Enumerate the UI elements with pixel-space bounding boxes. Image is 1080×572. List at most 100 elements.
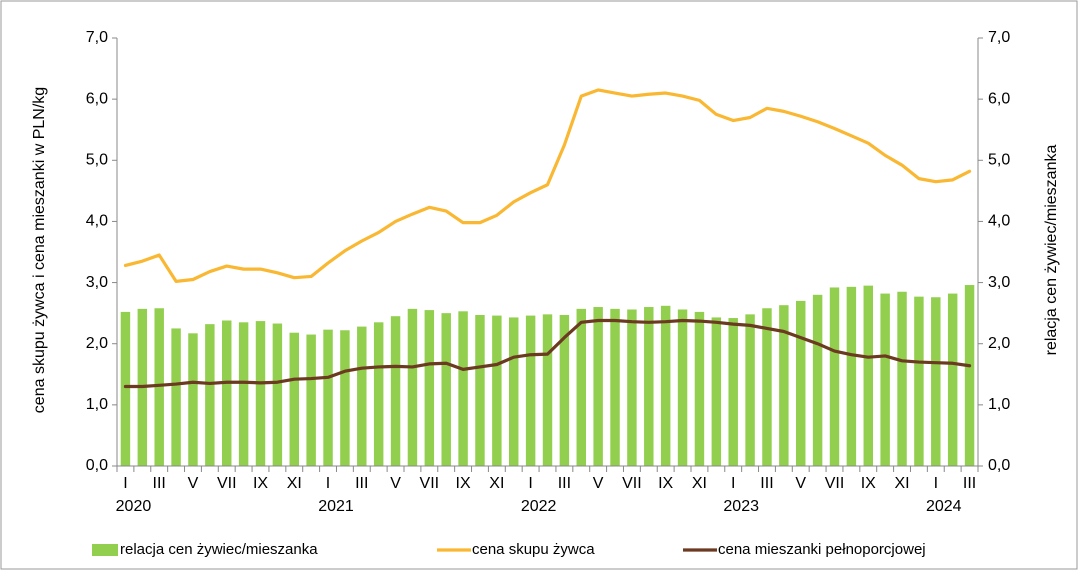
bar xyxy=(289,332,299,466)
bar xyxy=(357,326,367,466)
y2-tick-label: 3,0 xyxy=(988,274,1010,291)
x-tick-label: XI xyxy=(489,475,504,492)
bar xyxy=(610,308,620,466)
y2-tick-label: 6,0 xyxy=(988,90,1010,107)
bar xyxy=(373,322,384,466)
legend-label: relacja cen żywiec/mieszanka xyxy=(120,541,318,558)
bar xyxy=(171,328,181,466)
bar xyxy=(947,293,958,466)
bar xyxy=(593,307,603,466)
x-tick-label: I xyxy=(326,475,330,492)
bar xyxy=(323,329,333,466)
year-label: 2020 xyxy=(116,498,152,515)
bar xyxy=(509,317,519,466)
x-tick-label: IX xyxy=(253,475,268,492)
year-label: 2022 xyxy=(521,498,557,515)
x-tick-label: V xyxy=(795,475,806,492)
bar xyxy=(762,308,772,466)
bar xyxy=(542,314,553,466)
x-tick-label: XI xyxy=(287,475,302,492)
bar xyxy=(205,324,215,466)
x-tick-label: III xyxy=(153,475,166,492)
x-tick-label: I xyxy=(934,475,938,492)
y-tick-label: 5,0 xyxy=(86,152,108,169)
x-tick-label: IX xyxy=(658,475,673,492)
bar xyxy=(711,317,722,466)
y2-tick-label: 5,0 xyxy=(988,152,1010,169)
x-tick-label: V xyxy=(188,475,199,492)
bar xyxy=(627,309,637,466)
line xyxy=(123,88,972,283)
bar xyxy=(863,285,873,466)
bar xyxy=(576,308,586,466)
legend-swatch xyxy=(92,544,118,556)
y-tick-label: 2,0 xyxy=(86,335,108,352)
x-tick-label: IX xyxy=(861,475,876,492)
bar xyxy=(222,320,232,466)
bar xyxy=(340,330,350,466)
y-tick-label: 3,0 xyxy=(86,274,108,291)
x-tick-label: XI xyxy=(692,475,707,492)
year-label: 2021 xyxy=(318,498,354,515)
bar xyxy=(694,311,705,466)
y-tick-label: 1,0 xyxy=(86,396,108,413)
bar xyxy=(964,285,975,466)
y2-tick-label: 7,0 xyxy=(988,29,1010,46)
bar xyxy=(407,308,418,466)
y-tick-label: 6,0 xyxy=(86,90,108,107)
bar xyxy=(897,291,907,466)
x-tick-label: V xyxy=(390,475,401,492)
bar xyxy=(255,321,266,466)
bar xyxy=(458,311,468,466)
bar xyxy=(829,287,840,466)
x-tick-label: III xyxy=(760,475,773,492)
y-tick-label: 7,0 xyxy=(86,29,108,46)
bar xyxy=(779,305,789,466)
bar xyxy=(846,286,857,466)
y2-tick-label: 4,0 xyxy=(988,213,1010,230)
bar xyxy=(154,308,164,466)
x-tick-label: VII xyxy=(217,475,237,492)
bar xyxy=(525,315,536,466)
x-tick-label: III xyxy=(355,475,368,492)
bar xyxy=(272,323,283,466)
line xyxy=(123,318,972,389)
x-tick-label: V xyxy=(593,475,604,492)
y2-tick-label: 1,0 xyxy=(988,396,1010,413)
bar xyxy=(492,315,502,466)
x-tick-label: III xyxy=(963,475,976,492)
year-label: 2023 xyxy=(723,498,759,515)
x-tick-label: I xyxy=(528,475,532,492)
legend-label: cena mieszanki pełnoporcjowej xyxy=(718,541,926,558)
bar xyxy=(424,310,435,466)
bar xyxy=(914,296,924,466)
bar xyxy=(677,309,688,466)
bar xyxy=(441,313,451,466)
bar xyxy=(880,293,890,466)
bar xyxy=(238,322,249,466)
bar xyxy=(812,294,823,466)
bar xyxy=(745,314,755,466)
x-tick-label: III xyxy=(558,475,571,492)
bar xyxy=(796,300,806,466)
x-tick-label: VII xyxy=(420,475,440,492)
bar xyxy=(475,314,485,466)
x-tick-label: I xyxy=(731,475,735,492)
legend-label: cena skupu żywca xyxy=(472,541,595,558)
y-tick-label: 0,0 xyxy=(86,457,108,474)
bar xyxy=(559,314,570,466)
y2-tick-label: 2,0 xyxy=(988,335,1010,352)
bar xyxy=(931,297,941,466)
bar xyxy=(660,305,671,466)
y2-tick-label: 0,0 xyxy=(988,457,1010,474)
x-tick-label: XI xyxy=(894,475,909,492)
year-label: 2024 xyxy=(926,498,962,515)
x-tick-label: I xyxy=(123,475,127,492)
x-tick-label: VII xyxy=(622,475,642,492)
bar xyxy=(644,307,654,466)
bar xyxy=(728,318,738,466)
y2-axis-label: relacja cen żywiec/mieszanka xyxy=(1043,145,1060,356)
y-axis-label: cena skupu żywca i cena mieszanki w PLN/… xyxy=(31,87,48,413)
